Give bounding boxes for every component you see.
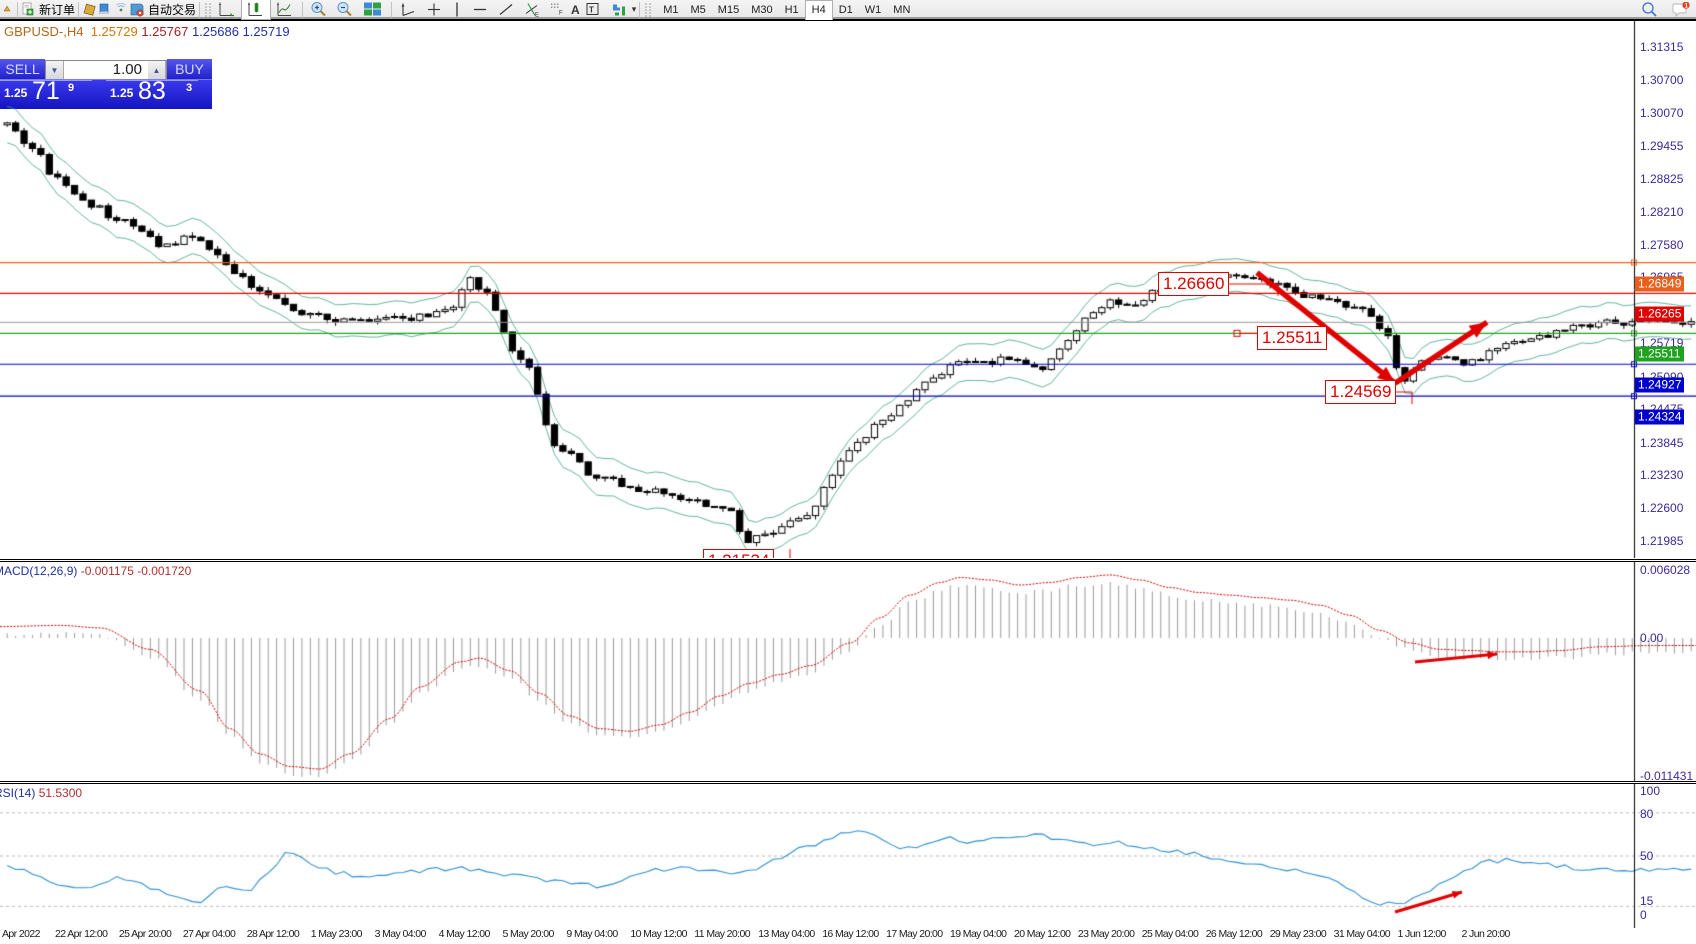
svg-text:F: F: [559, 11, 563, 17]
svg-text:E: E: [535, 13, 539, 19]
svg-text:T: T: [589, 6, 594, 15]
svg-text:1: 1: [1685, 2, 1689, 9]
